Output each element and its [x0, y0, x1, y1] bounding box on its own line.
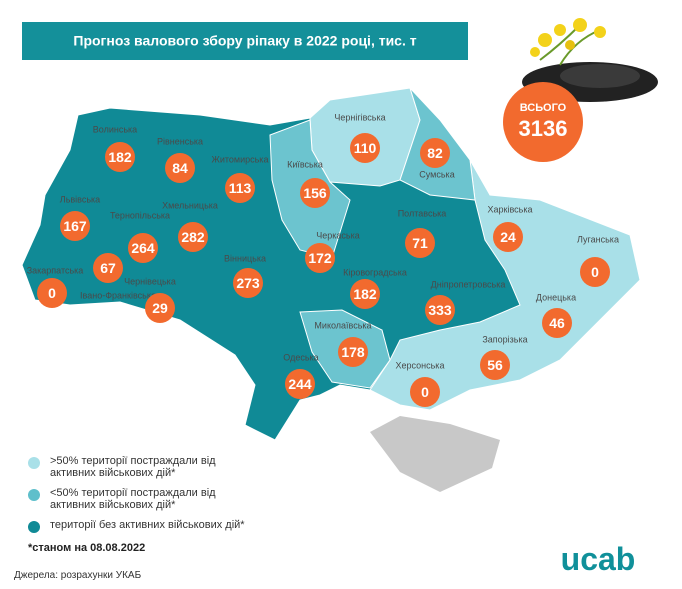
region-name: Херсонська [396, 360, 445, 370]
region-name: Одеська [283, 352, 318, 362]
title-banner [22, 22, 468, 60]
region-value: 113 [229, 180, 252, 196]
region-value: 46 [549, 315, 565, 331]
region-circle [350, 133, 380, 163]
region-name: Запорізька [482, 334, 527, 344]
region-circle [542, 308, 572, 338]
total-value: 3136 [519, 116, 568, 141]
region-value: 172 [308, 250, 332, 266]
region-value: 24 [500, 229, 516, 245]
region-circle [225, 173, 255, 203]
region-value: 67 [100, 260, 116, 276]
region-circle [37, 278, 67, 308]
legend-text: території без активних військових дій* [50, 519, 245, 531]
note: *станом на 08.08.2022 [28, 542, 145, 554]
region-circle [410, 377, 440, 407]
region-value: 0 [48, 285, 56, 301]
region-name: Чернігівська [334, 112, 385, 122]
region-value: 0 [421, 384, 429, 400]
region-circle [480, 350, 510, 380]
region-name: Миколаївська [314, 320, 371, 330]
region-value: 156 [303, 185, 327, 201]
total-label: ВСЬОГО [520, 102, 567, 114]
total-circle [503, 82, 583, 162]
region-circle [405, 228, 435, 258]
region-value: 29 [152, 300, 168, 316]
region-name: Житомирська [212, 154, 269, 164]
region-name: Тернопільська [110, 210, 170, 220]
region-value: 71 [412, 235, 428, 251]
region-circle [350, 279, 380, 309]
region-circle [580, 257, 610, 287]
region-value: 178 [341, 344, 365, 360]
region-value: 282 [181, 229, 205, 245]
region-name: Вінницька [224, 253, 266, 263]
region-circle [305, 243, 335, 273]
region-name: Дніпропетровська [431, 279, 506, 289]
region-value: 273 [236, 275, 260, 291]
region-circle [300, 178, 330, 208]
region-circle [60, 211, 90, 241]
region-name: Сумська [419, 169, 454, 179]
legend-text: >50% території постраждали від активних … [50, 455, 216, 479]
title: Прогноз валового збору ріпаку в 2022 роц… [73, 33, 416, 49]
region-circle [338, 337, 368, 367]
legend-swatch [28, 521, 40, 533]
region-circle [493, 222, 523, 252]
region-value: 0 [591, 264, 599, 280]
region-name: Хмельницька [162, 200, 218, 210]
legend-item: <50% території постраждали від активних … [28, 487, 288, 511]
region-circle [425, 295, 455, 325]
region-value: 56 [487, 357, 503, 373]
area-light [369, 159, 641, 411]
region-circle [178, 222, 208, 252]
region-circle [93, 253, 123, 283]
region-circle [420, 138, 450, 168]
legend-swatch [28, 489, 40, 501]
source: Джерела: розрахунки УКАБ [14, 570, 142, 581]
region-name: Харківська [488, 204, 533, 214]
region-value: 182 [353, 286, 377, 302]
crimea [370, 416, 500, 492]
region-name: Кіровоградська [343, 267, 407, 277]
legend-item: >50% території постраждали від активних … [28, 455, 288, 479]
legend-swatch [28, 457, 40, 469]
region-value: 110 [354, 140, 377, 156]
region-name: Закарпатська [27, 265, 84, 275]
region-circle [165, 153, 195, 183]
region-value: 84 [172, 160, 188, 176]
region-name: Волинська [93, 124, 137, 134]
region-circle [285, 369, 315, 399]
region-circle [145, 293, 175, 323]
region-circle [105, 142, 135, 172]
region-name: Донецька [536, 292, 576, 302]
region-value: 182 [108, 149, 132, 165]
region-name: Чернівецька [124, 276, 176, 286]
logo: ucab [561, 541, 636, 577]
legend-text: <50% території постраждали від активних … [50, 487, 216, 511]
region-name: Рівненська [157, 136, 203, 146]
region-name: Черкаська [316, 230, 359, 240]
region-value: 244 [288, 376, 312, 392]
region-name: Полтавська [398, 208, 447, 218]
region-value: 264 [131, 240, 155, 256]
region-value: 82 [427, 145, 443, 161]
region-circle [128, 233, 158, 263]
region-name: Львівська [60, 194, 100, 204]
region-name: Київська [287, 159, 323, 169]
region-value: 167 [63, 218, 87, 234]
legend: >50% території постраждали від активних … [28, 455, 288, 541]
legend-item: території без активних військових дій* [28, 519, 288, 533]
region-value: 333 [428, 302, 452, 318]
region-name: Івано-Франківська [80, 290, 156, 300]
region-circle [233, 268, 263, 298]
region-name: Луганська [577, 234, 619, 244]
